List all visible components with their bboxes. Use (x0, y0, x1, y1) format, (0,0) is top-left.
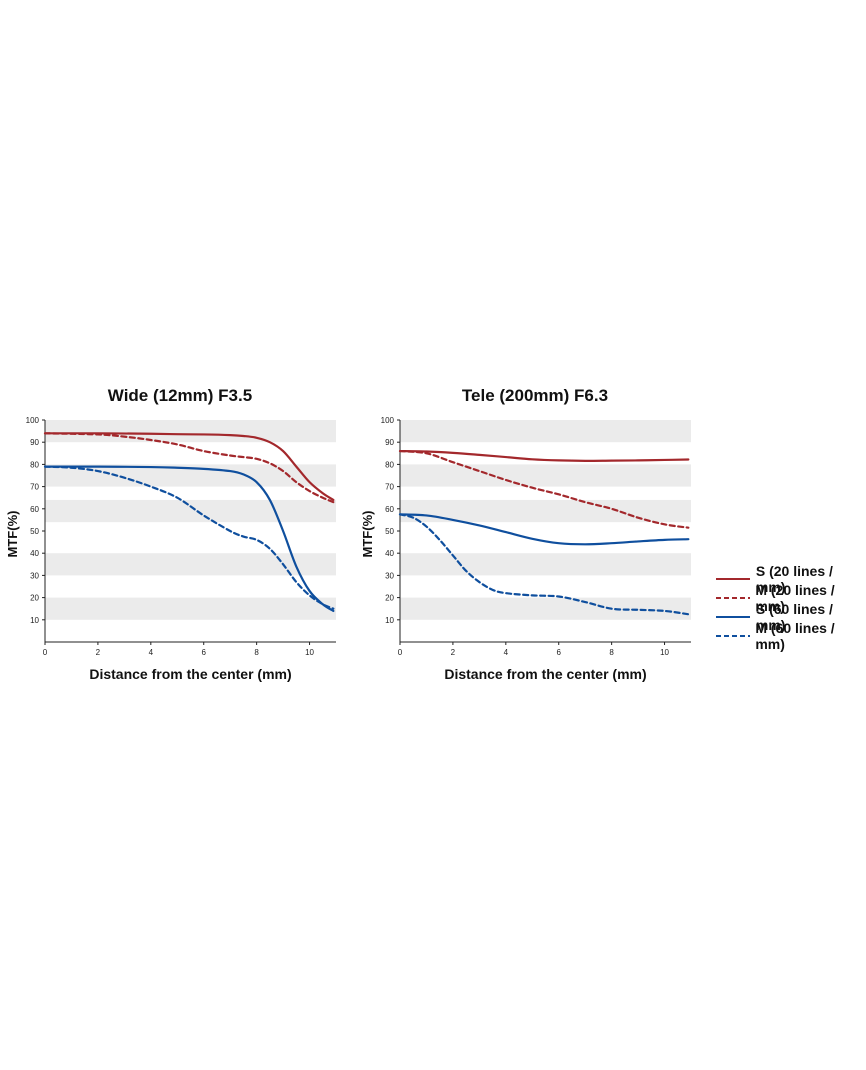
y-tick-label: 30 (30, 571, 39, 580)
grid-band (45, 499, 336, 523)
series-line (43, 465, 335, 613)
grid-band (400, 499, 691, 523)
legend-item: M (20 lines / mm) (716, 582, 866, 614)
y-tick-label: 20 (30, 594, 39, 603)
legend-swatch (716, 615, 750, 618)
chart-title: Tele (200mm) F6.3 (461, 386, 609, 405)
x-tick-label: 4 (504, 648, 509, 657)
chart-title: Wide (12mm) F3.5 (107, 386, 253, 405)
y-tick-label: 40 (385, 549, 394, 558)
y-tick-label: 40 (30, 549, 39, 558)
y-axis-label: MTF(%) (360, 511, 375, 558)
y-tick-label: 70 (30, 483, 39, 492)
series-line (398, 513, 690, 616)
x-tick-label: 6 (557, 648, 562, 657)
y-tick-label: 90 (30, 438, 39, 447)
y-tick-label: 30 (385, 571, 394, 580)
series-line (43, 465, 335, 610)
grid-band (45, 597, 336, 620)
x-tick-label: 10 (305, 648, 314, 657)
x-tick-label: 2 (451, 648, 456, 657)
y-axis-label: MTF(%) (5, 511, 20, 558)
y-tick-label: 90 (385, 438, 394, 447)
x-tick-label: 2 (96, 648, 101, 657)
series-line (43, 432, 335, 504)
y-tick-label: 10 (385, 616, 394, 625)
grid-band (400, 597, 691, 620)
x-tick-label: 8 (254, 648, 259, 657)
x-tick-label: 4 (149, 648, 154, 657)
y-tick-label: 10 (30, 616, 39, 625)
series-line (398, 449, 690, 529)
y-tick-label: 60 (30, 505, 39, 514)
grid-band (45, 420, 336, 443)
grid-band (400, 553, 691, 576)
legend-swatch (716, 596, 750, 599)
series-line (398, 513, 690, 546)
x-axis-label: Distance from the center (mm) (444, 666, 646, 682)
x-tick-label: 0 (398, 648, 403, 657)
y-tick-label: 60 (385, 505, 394, 514)
y-tick-label: 50 (385, 527, 394, 536)
legend-swatch (716, 634, 750, 637)
y-tick-label: 20 (385, 594, 394, 603)
y-tick-label: 80 (30, 460, 39, 469)
x-tick-label: 6 (202, 648, 207, 657)
y-tick-label: 100 (381, 416, 395, 425)
y-tick-label: 50 (30, 527, 39, 536)
series-line (43, 432, 335, 502)
y-tick-label: 70 (385, 483, 394, 492)
legend: S (20 lines / mm) M (20 lines / mm) S (6… (716, 563, 866, 652)
legend-item: S (60 lines / mm) (716, 601, 866, 633)
legend-label: M (20 lines / mm) (755, 581, 835, 614)
x-tick-label: 0 (43, 648, 48, 657)
legend-item: M (60 lines / mm) (716, 620, 866, 652)
x-tick-label: 8 (609, 648, 614, 657)
chart-wide-plot: 10 20 30 40 50 60 70 80 90 100 0 2 4 6 8 10 Distance fro… (5, 416, 336, 682)
y-tick-label: 100 (26, 416, 40, 425)
legend-label: S (60 lines / mm) (755, 600, 833, 633)
grid-band (400, 420, 691, 443)
legend-item: S (20 lines / mm) (716, 563, 866, 595)
x-axis-label: Distance from the center (mm) (89, 666, 291, 682)
legend-label: M (60 lines / mm) (755, 619, 835, 652)
x-tick-label: 10 (660, 648, 669, 657)
grid-band (400, 464, 691, 487)
chart-tele: Tele (200mm) F6.3 10 20 30 40 50 60 70 80 90 100 0… (355, 370, 715, 690)
legend-label: S (20 lines / mm) (755, 562, 833, 595)
series-line (398, 449, 690, 462)
chart-wide: Wide (12mm) F3.5 10 20 30 40 50 60 70 80 90 100 0 2… (0, 370, 360, 690)
y-tick-label: 80 (385, 460, 394, 469)
chart-tele-plot: 10 20 30 40 50 60 70 80 90 100 0 2 4 6 8 10 Distance fro… (360, 416, 691, 682)
grid-band (45, 553, 336, 576)
legend-swatch (716, 577, 750, 580)
grid-band (45, 464, 336, 487)
